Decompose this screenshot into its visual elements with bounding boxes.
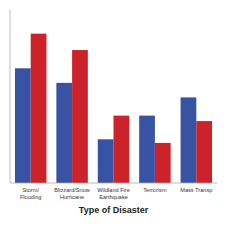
- x-axis-label: Type of Disaster: [79, 205, 149, 215]
- bar: [196, 121, 212, 183]
- bar: [181, 97, 197, 183]
- x-tick-label: Mass Transp: [180, 187, 212, 193]
- x-tick-label: Storm/Flooding: [20, 187, 41, 200]
- bar: [31, 34, 47, 183]
- bar: [15, 68, 31, 183]
- y-axis-line: [10, 10, 11, 183]
- x-tick-label: Wildland FireEarthquake: [97, 187, 130, 200]
- bar: [114, 116, 130, 183]
- x-tick-label: Blizzard/SnowHurricane: [54, 187, 90, 200]
- bar: [72, 50, 88, 183]
- bars: [15, 34, 212, 183]
- chart: Storm/Flooding Blizzard/SnowHurricane Wild…: [0, 0, 225, 225]
- bar: [139, 116, 155, 183]
- x-axis-line: [10, 183, 217, 184]
- x-tick-label: Terrorism: [143, 187, 167, 193]
- bar: [56, 83, 72, 183]
- bar: [155, 143, 171, 183]
- bar: [98, 139, 114, 183]
- chart-container: Storm/Flooding Blizzard/SnowHurricane Wild…: [0, 0, 225, 225]
